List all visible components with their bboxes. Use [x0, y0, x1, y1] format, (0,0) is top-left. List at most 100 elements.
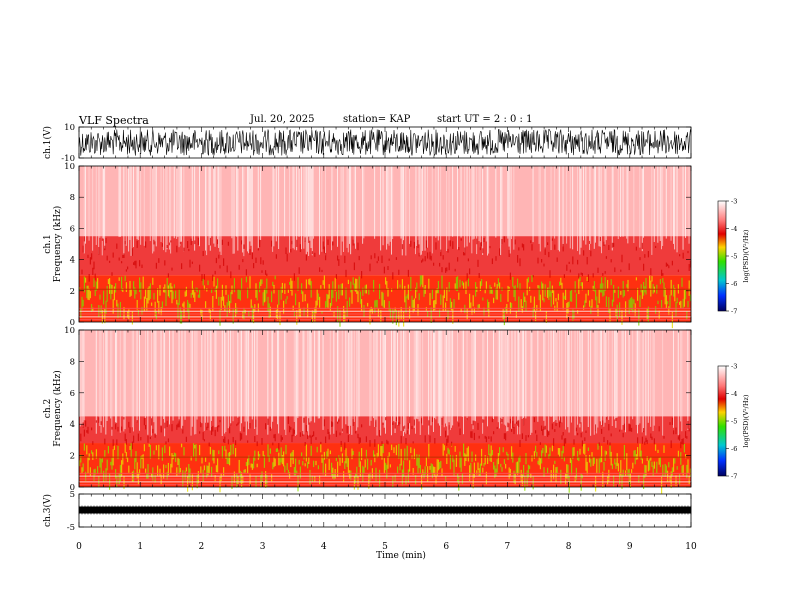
spectrogram-energy — [87, 456, 89, 474]
spectrogram-energy — [157, 288, 159, 303]
spectrogram-speckle — [581, 440, 583, 447]
spectrogram-energy — [477, 304, 479, 310]
spectrogram-energy — [527, 464, 529, 478]
spectrogram-energy — [387, 455, 389, 469]
spectrogram-stripe — [485, 166, 487, 242]
spectrogram-stripe — [317, 330, 319, 419]
spectrogram-speckle — [152, 428, 154, 434]
spectrogram-stripe — [153, 330, 155, 423]
spectrogram-energy — [81, 467, 83, 473]
spectrogram-energy — [235, 448, 237, 458]
spectrogram-energy — [81, 296, 83, 310]
spectrogram-stripe — [583, 166, 584, 241]
spectrogram-speckle — [201, 274, 203, 282]
spectrogram-stripe — [82, 330, 84, 428]
spectrogram-energy — [421, 275, 423, 285]
spectrogram-energy — [628, 468, 630, 486]
spectrogram-energy — [105, 300, 107, 315]
spectrogram-energy — [611, 299, 613, 307]
spectrogram-stripe — [400, 166, 402, 239]
spectrogram-energy — [183, 301, 185, 318]
spectrogram-speckle — [422, 258, 424, 262]
spectrogram-speckle — [518, 247, 520, 251]
spectrogram-stripe — [452, 166, 454, 237]
spectrogram-speckle — [305, 254, 307, 261]
spectrogram-stripe — [569, 166, 571, 249]
spectrogram-energy — [658, 457, 660, 465]
spectrogram-stripe — [383, 330, 385, 428]
spectrogram-speckle — [331, 421, 333, 427]
spectrogram-speckle — [589, 240, 591, 244]
spectrogram-energy — [585, 455, 587, 471]
spectrogram-energy — [592, 285, 594, 291]
spectrogram-energy — [94, 468, 96, 475]
spectrogram-stripe — [431, 166, 433, 254]
spectrogram-speckle — [394, 422, 396, 429]
spectrogram-energy — [525, 300, 527, 312]
spectrogram-speckle — [189, 259, 191, 268]
spectrogram-energy — [394, 307, 396, 311]
spectrogram-speckle — [239, 432, 241, 441]
spectrogram-stripe — [604, 330, 606, 423]
spectrogram-stripe — [670, 166, 672, 241]
spectrogram-stripe — [557, 166, 559, 251]
spectrogram-speckle — [381, 255, 383, 264]
spectrogram-energy — [682, 464, 684, 476]
spectrogram-stripe — [207, 330, 209, 424]
spectrogram-energy — [616, 453, 618, 466]
spectrogram-energy — [487, 299, 489, 312]
spectrogram-speckle — [190, 238, 192, 246]
spectrogram-stripe — [685, 166, 686, 238]
spectrogram-speckle — [513, 426, 515, 435]
spectrogram-speckle — [628, 424, 630, 432]
spectrogram-speckle — [145, 424, 147, 430]
spectrogram-speckle — [291, 434, 293, 443]
spectrogram-energy — [603, 461, 605, 471]
spectrogram-stripe — [393, 330, 395, 422]
spectrogram-stripe — [176, 166, 178, 239]
spectrogram-speckle — [352, 419, 354, 426]
spectrogram-energy — [337, 461, 339, 478]
spectrogram-energy — [223, 467, 225, 476]
spectrogram-speckle — [381, 441, 383, 446]
spectrogram-energy — [335, 291, 337, 302]
spectrogram-energy — [173, 284, 175, 289]
spectrogram-stripe — [160, 330, 162, 426]
spectrogram-stripe — [273, 166, 275, 247]
spectrogram-stripe — [173, 166, 175, 239]
spectrogram-energy — [405, 475, 407, 485]
spectrogram-energy — [524, 296, 526, 303]
spectrogram-stripe — [580, 330, 582, 423]
spectrogram-energy — [247, 287, 249, 299]
spectrogram-energy — [511, 446, 513, 459]
spectrogram-speckle — [607, 440, 609, 445]
spectrogram-energy — [260, 474, 262, 487]
spectrogram-speckle — [166, 244, 168, 249]
spectrogram-speckle — [440, 249, 442, 257]
spectrogram-speckle — [518, 419, 520, 428]
spectrogram-speckle — [135, 260, 137, 269]
spectrogram-speckle — [206, 426, 208, 431]
x-tick-label: 0 — [76, 542, 82, 552]
spectrogram-energy — [680, 452, 682, 465]
spectrogram-speckle — [123, 417, 125, 420]
spectrogram-stripe — [293, 166, 295, 250]
spectrogram-energy — [595, 475, 597, 492]
spectrogram-stripe — [461, 330, 463, 417]
spectrogram-energy — [651, 276, 653, 282]
spectrogram-stripe — [257, 166, 259, 249]
spectrogram-energy — [664, 287, 666, 305]
spectrogram-energy — [659, 278, 661, 285]
spectrogram-energy — [615, 462, 617, 469]
spectrogram-energy — [485, 471, 487, 485]
x-tick-label: 2 — [199, 542, 205, 552]
spectrogram-stripe — [519, 330, 521, 435]
spectrogram-energy — [532, 476, 534, 490]
spectrogram-speckle — [207, 422, 209, 428]
spectrogram-energy — [203, 465, 205, 471]
spectrogram-energy — [433, 300, 435, 311]
spectrogram-stripe — [471, 330, 473, 424]
spectrogram-speckle — [86, 430, 88, 433]
spectrogram-speckle — [507, 422, 509, 428]
